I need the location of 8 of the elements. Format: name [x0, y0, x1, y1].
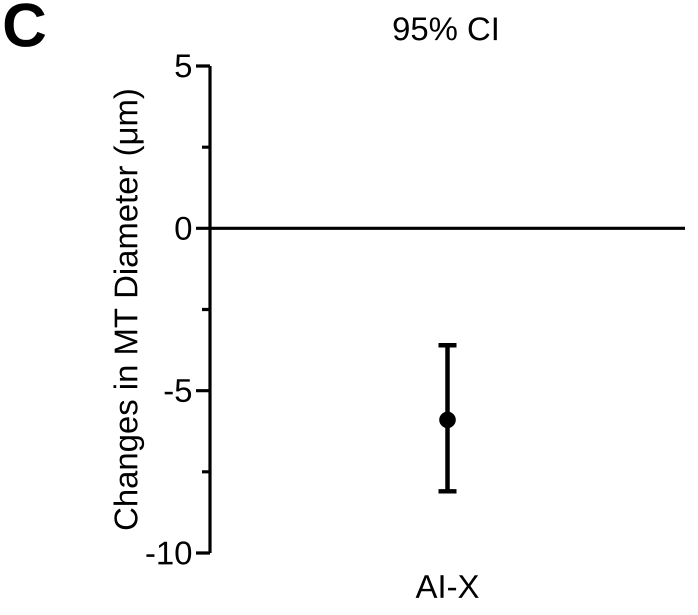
text: 95% CI — [394, 17, 497, 40]
text: C — [4, 3, 46, 47]
y-tick-label: 5 — [176, 54, 192, 78]
y-axis-title: Changes in MT Diameter (μm) — [113, 90, 144, 530]
x-tick-label: AI-X — [416, 575, 479, 598]
y-tick-label: -10 — [146, 541, 192, 565]
y-tick-label: 0 — [175, 216, 192, 240]
y-tick-label: -5 — [164, 379, 192, 402]
